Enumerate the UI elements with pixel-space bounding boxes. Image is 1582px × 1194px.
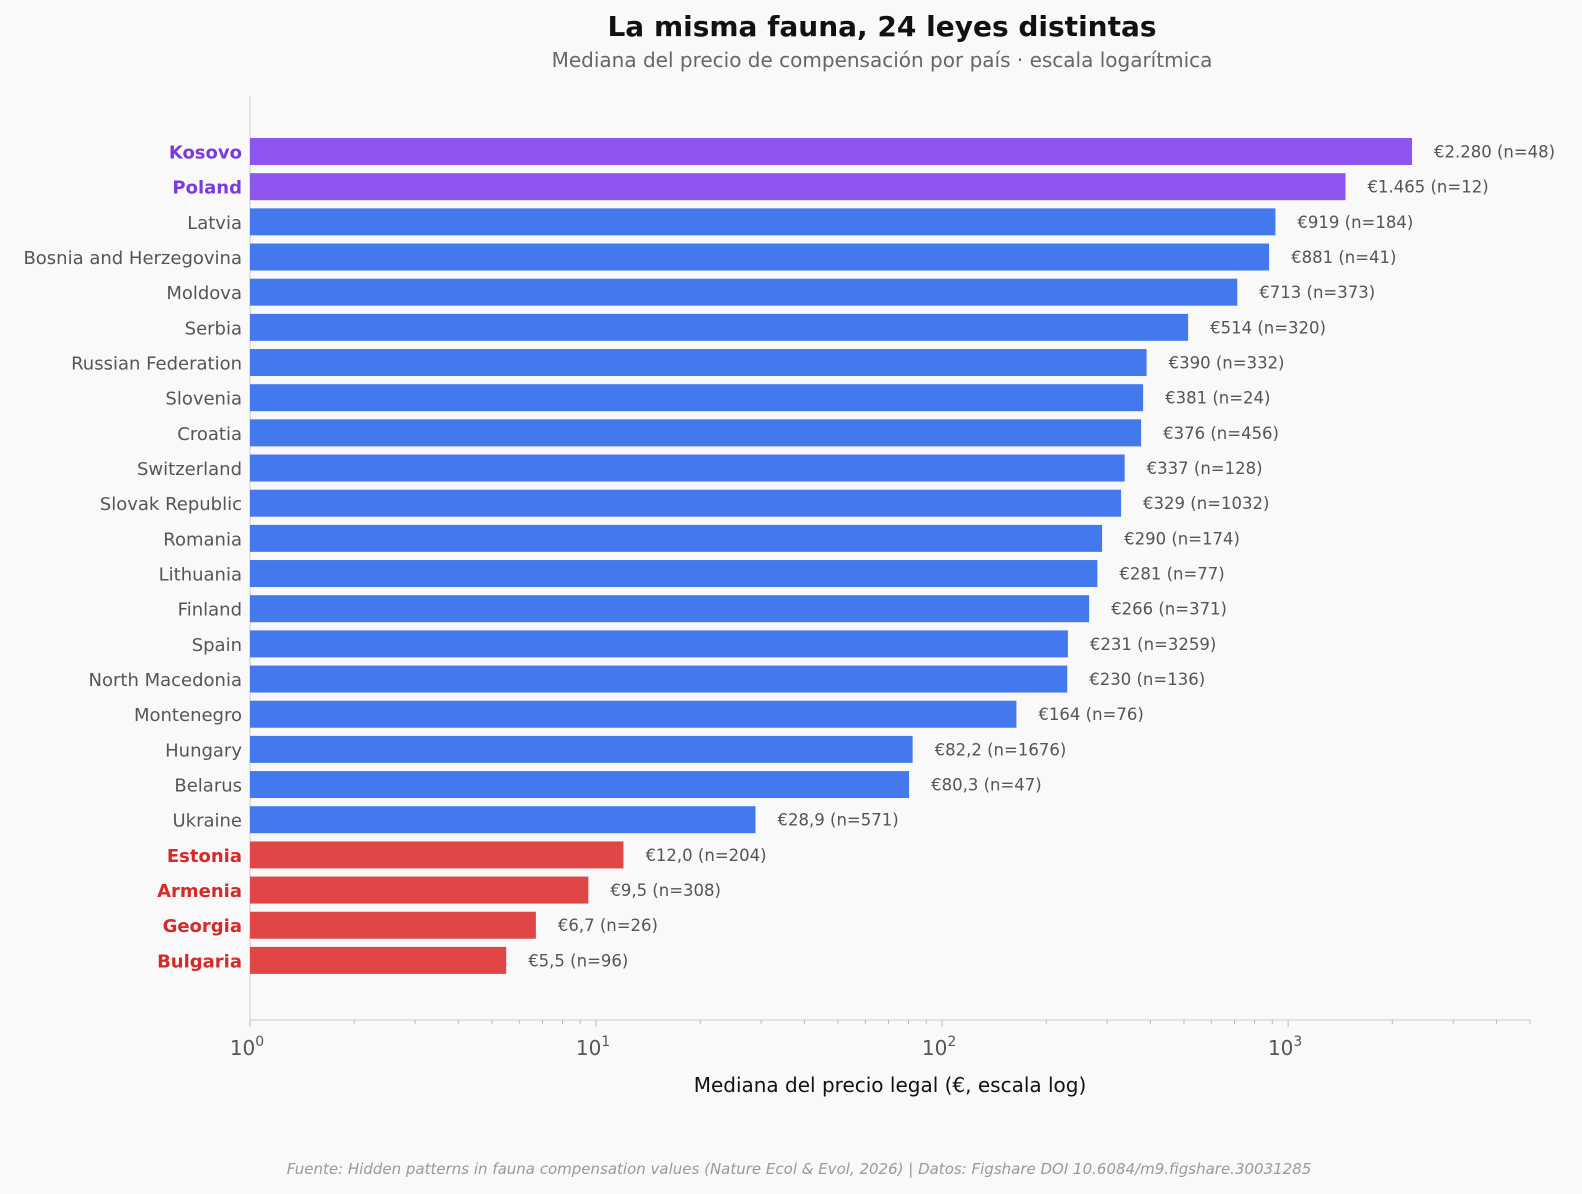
category-label: Switzerland [137, 459, 242, 480]
category-label: Montenegro [134, 705, 242, 726]
bar [250, 630, 1068, 658]
category-label: Bosnia and Herzegovina [23, 248, 242, 269]
value-label: €2.280 (n=48) [1434, 143, 1555, 162]
source-note: Fuente: Hidden patterns in fauna compens… [286, 1160, 1312, 1178]
x-tick-label: 101 [576, 1034, 610, 1060]
value-label: €919 (n=184) [1297, 213, 1413, 232]
bar [250, 595, 1090, 623]
category-label: North Macedonia [89, 670, 242, 691]
bar [250, 489, 1122, 517]
value-label: €1.465 (n=12) [1368, 178, 1489, 197]
value-label: €164 (n=76) [1038, 705, 1143, 724]
category-label: Russian Federation [71, 354, 242, 375]
bar [250, 524, 1103, 552]
category-label: Ukraine [172, 811, 242, 832]
value-label: €28,9 (n=571) [778, 811, 899, 830]
bar [250, 173, 1346, 201]
bar [250, 700, 1017, 728]
bar [250, 771, 910, 799]
value-label: €290 (n=174) [1124, 529, 1240, 548]
category-label: Hungary [165, 740, 242, 761]
value-label: €231 (n=3259) [1090, 635, 1216, 654]
category-label: Spain [192, 635, 242, 656]
bar [250, 454, 1125, 482]
chart-subtitle: Mediana del precio de compensación por p… [551, 48, 1213, 72]
value-label: €337 (n=128) [1147, 459, 1263, 478]
bar [250, 243, 1270, 271]
bar [250, 384, 1144, 412]
category-label: Serbia [185, 318, 242, 339]
category-label: Croatia [177, 424, 242, 445]
bar [250, 876, 589, 904]
value-label: €381 (n=24) [1165, 389, 1270, 408]
value-label: €713 (n=373) [1259, 283, 1375, 302]
category-label: Bulgaria [157, 951, 242, 972]
bar [250, 911, 536, 939]
x-tick-label: 100 [230, 1034, 264, 1060]
category-label: Latvia [187, 213, 242, 234]
category-label: Estonia [167, 846, 242, 867]
category-label: Slovak Republic [100, 494, 242, 515]
value-label: €82,2 (n=1676) [935, 740, 1067, 759]
chart-title: La misma fauna, 24 leyes distintas [607, 10, 1157, 43]
category-label: Romania [163, 529, 242, 550]
category-label: Finland [178, 600, 242, 621]
category-label: Moldova [166, 283, 242, 304]
value-label: €266 (n=371) [1111, 600, 1227, 619]
bar [250, 735, 913, 763]
bar [250, 560, 1098, 588]
category-label: Poland [172, 178, 242, 199]
bar [250, 278, 1238, 306]
value-label: €230 (n=136) [1089, 670, 1205, 689]
value-label: €6,7 (n=26) [558, 916, 658, 935]
bar [250, 138, 1412, 165]
value-label: €12,0 (n=204) [645, 846, 766, 865]
x-tick-label: 103 [1268, 1034, 1302, 1060]
category-label: Lithuania [159, 565, 242, 586]
value-label: €514 (n=320) [1210, 318, 1326, 337]
bar [250, 841, 624, 869]
x-axis-label: Mediana del precio legal (€, escala log) [693, 1073, 1087, 1097]
value-label: €390 (n=332) [1169, 354, 1285, 373]
value-label: €5,5 (n=96) [528, 951, 628, 970]
value-label: €881 (n=41) [1291, 248, 1396, 267]
bar [250, 419, 1142, 447]
bar [250, 313, 1189, 341]
value-label: €80,3 (n=47) [931, 776, 1042, 795]
value-label: €376 (n=456) [1163, 424, 1279, 443]
bar [250, 349, 1147, 377]
value-label: €281 (n=77) [1119, 565, 1224, 584]
category-label: Georgia [163, 916, 242, 937]
value-label: €9,5 (n=308) [610, 881, 721, 900]
category-label: Kosovo [169, 143, 242, 164]
category-label: Slovenia [165, 389, 242, 410]
x-tick-label: 102 [922, 1034, 956, 1060]
value-label: €329 (n=1032) [1143, 494, 1269, 513]
bar [250, 665, 1068, 693]
category-label: Belarus [174, 776, 242, 797]
bar [250, 806, 756, 834]
category-label: Armenia [157, 881, 242, 902]
bar [250, 946, 507, 974]
bar [250, 208, 1276, 236]
